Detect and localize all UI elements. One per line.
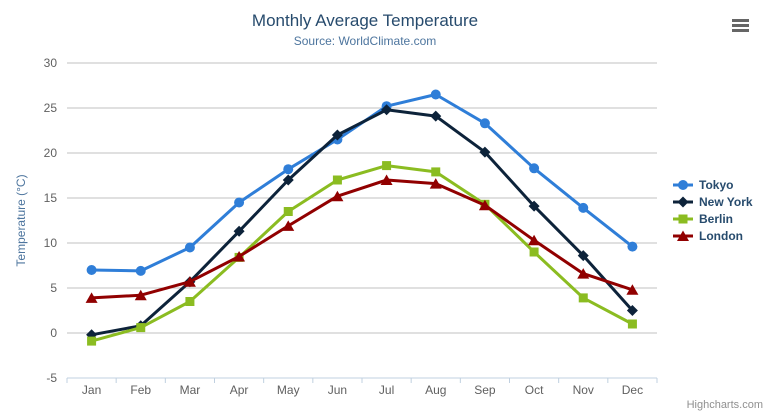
y-axis-label: 0: [50, 326, 57, 340]
marker-new-york[interactable]: [233, 225, 245, 237]
legend-marker-berlin: [678, 214, 688, 224]
y-axis-label: 25: [44, 101, 58, 115]
legend-marker-london: [677, 230, 689, 241]
export-menu-button[interactable]: [729, 17, 753, 37]
marker-tokyo[interactable]: [529, 163, 540, 174]
legend-item-new-york[interactable]: New York: [672, 194, 767, 210]
legend-square-icon: [673, 214, 693, 224]
x-axis-label: Jun: [328, 383, 347, 397]
x-axis-label: Apr: [230, 383, 249, 397]
marker-tokyo[interactable]: [234, 197, 245, 208]
marker-new-york[interactable]: [331, 129, 343, 141]
x-axis-label: Aug: [425, 383, 446, 397]
marker-berlin[interactable]: [283, 207, 293, 216]
y-axis-title: Temperature (°C): [14, 174, 28, 266]
marker-berlin[interactable]: [136, 323, 146, 333]
legend-item-tokyo[interactable]: Tokyo: [672, 177, 767, 193]
series-line-london[interactable]: [90, 178, 634, 300]
marker-berlin[interactable]: [578, 293, 588, 303]
y-axis-label: 10: [44, 236, 58, 250]
marker-london[interactable]: [233, 251, 246, 262]
marker-berlin[interactable]: [87, 336, 97, 346]
marker-berlin[interactable]: [332, 175, 342, 185]
legend-diamond-icon: [673, 196, 693, 208]
x-axis-label: Feb: [130, 383, 151, 397]
marker-london[interactable]: [134, 289, 147, 301]
y-axis-label: 30: [44, 56, 58, 70]
marker-tokyo[interactable]: [479, 118, 490, 129]
marker-london[interactable]: [626, 284, 639, 295]
marker-london[interactable]: [183, 276, 196, 287]
marker-new-york[interactable]: [626, 305, 638, 316]
marker-tokyo[interactable]: [430, 89, 441, 100]
marker-new-york[interactable]: [381, 104, 393, 116]
legend-marker-tokyo: [678, 180, 688, 190]
marker-london[interactable]: [85, 292, 98, 303]
marker-london[interactable]: [478, 199, 491, 211]
marker-tokyo[interactable]: [135, 265, 146, 276]
marker-tokyo[interactable]: [627, 241, 638, 252]
chart-subtitle: Source: WorldClimate.com: [293, 34, 437, 48]
legend-item-london[interactable]: London: [672, 228, 767, 244]
legend: Tokyo New York Berlin London: [672, 177, 767, 245]
x-axis-label: Dec: [622, 383, 643, 397]
marker-tokyo[interactable]: [184, 242, 195, 253]
legend-label: Tokyo: [699, 178, 734, 192]
x-axis-label: Sep: [474, 383, 496, 397]
legend-circle-icon: [673, 180, 693, 190]
marker-berlin[interactable]: [529, 247, 539, 257]
hamburger-icon: [732, 19, 750, 32]
legend-label: New York: [699, 195, 753, 209]
y-axis-label: -5: [46, 371, 57, 385]
marker-new-york[interactable]: [479, 146, 491, 158]
marker-new-york[interactable]: [528, 200, 540, 212]
y-axis-label: 15: [44, 191, 58, 205]
marker-new-york[interactable]: [430, 110, 442, 122]
legend-triangle-icon: [673, 230, 693, 241]
x-axis-label: May: [277, 383, 300, 397]
series-line-new-york[interactable]: [90, 108, 634, 337]
x-axis-label: Mar: [180, 383, 201, 397]
marker-tokyo[interactable]: [86, 265, 97, 275]
marker-tokyo[interactable]: [283, 164, 294, 175]
legend-label: London: [699, 229, 743, 243]
legend-item-berlin[interactable]: Berlin: [672, 211, 767, 227]
marker-london[interactable]: [380, 174, 393, 186]
y-axis-label: 20: [44, 146, 58, 160]
x-axis-label: Nov: [573, 383, 594, 397]
x-axis-label: Jul: [379, 383, 394, 397]
marker-berlin[interactable]: [431, 167, 441, 177]
marker-berlin[interactable]: [185, 297, 195, 306]
marker-new-york[interactable]: [577, 250, 589, 262]
chart-title: Monthly Average Temperature: [251, 11, 479, 30]
legend-marker-new-york: [677, 196, 689, 208]
marker-london[interactable]: [429, 178, 442, 189]
marker-london[interactable]: [331, 190, 344, 202]
highcharts-credit-link[interactable]: Highcharts.com: [686, 399, 763, 411]
marker-london[interactable]: [282, 220, 295, 231]
marker-london[interactable]: [528, 234, 541, 246]
legend-label: Berlin: [699, 212, 734, 226]
marker-london[interactable]: [577, 268, 590, 279]
marker-tokyo[interactable]: [578, 202, 589, 213]
x-axis-label: Jan: [82, 383, 101, 397]
x-axis-label: Oct: [525, 383, 544, 397]
marker-berlin[interactable]: [382, 161, 392, 171]
series-line-berlin[interactable]: [90, 164, 634, 343]
marker-new-york[interactable]: [282, 174, 294, 186]
y-axis-label: 5: [50, 281, 57, 295]
marker-berlin[interactable]: [627, 319, 637, 329]
